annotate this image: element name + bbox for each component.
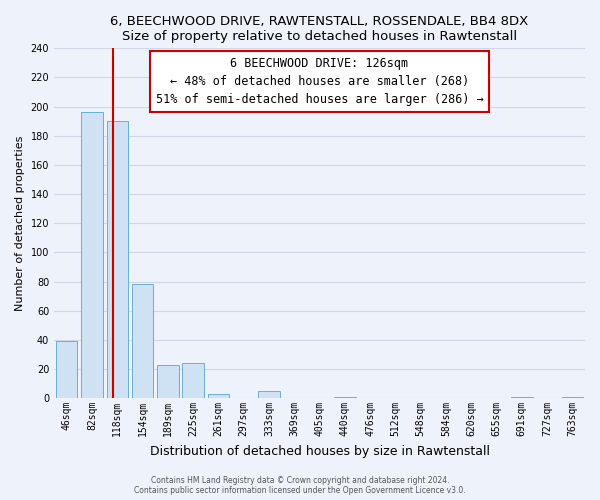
Bar — [157, 364, 179, 398]
Bar — [107, 121, 128, 398]
Bar — [81, 112, 103, 398]
Bar — [258, 391, 280, 398]
X-axis label: Distribution of detached houses by size in Rawtenstall: Distribution of detached houses by size … — [149, 444, 490, 458]
Text: Contains HM Land Registry data © Crown copyright and database right 2024.
Contai: Contains HM Land Registry data © Crown c… — [134, 476, 466, 495]
Y-axis label: Number of detached properties: Number of detached properties — [15, 136, 25, 311]
Bar — [182, 363, 204, 398]
Bar — [511, 396, 533, 398]
Bar — [132, 284, 153, 398]
Title: 6, BEECHWOOD DRIVE, RAWTENSTALL, ROSSENDALE, BB4 8DX
Size of property relative t: 6, BEECHWOOD DRIVE, RAWTENSTALL, ROSSEND… — [110, 15, 529, 43]
Bar — [208, 394, 229, 398]
Text: 6 BEECHWOOD DRIVE: 126sqm
← 48% of detached houses are smaller (268)
51% of semi: 6 BEECHWOOD DRIVE: 126sqm ← 48% of detac… — [155, 57, 484, 106]
Bar — [334, 396, 356, 398]
Bar — [56, 342, 77, 398]
Bar — [562, 396, 583, 398]
